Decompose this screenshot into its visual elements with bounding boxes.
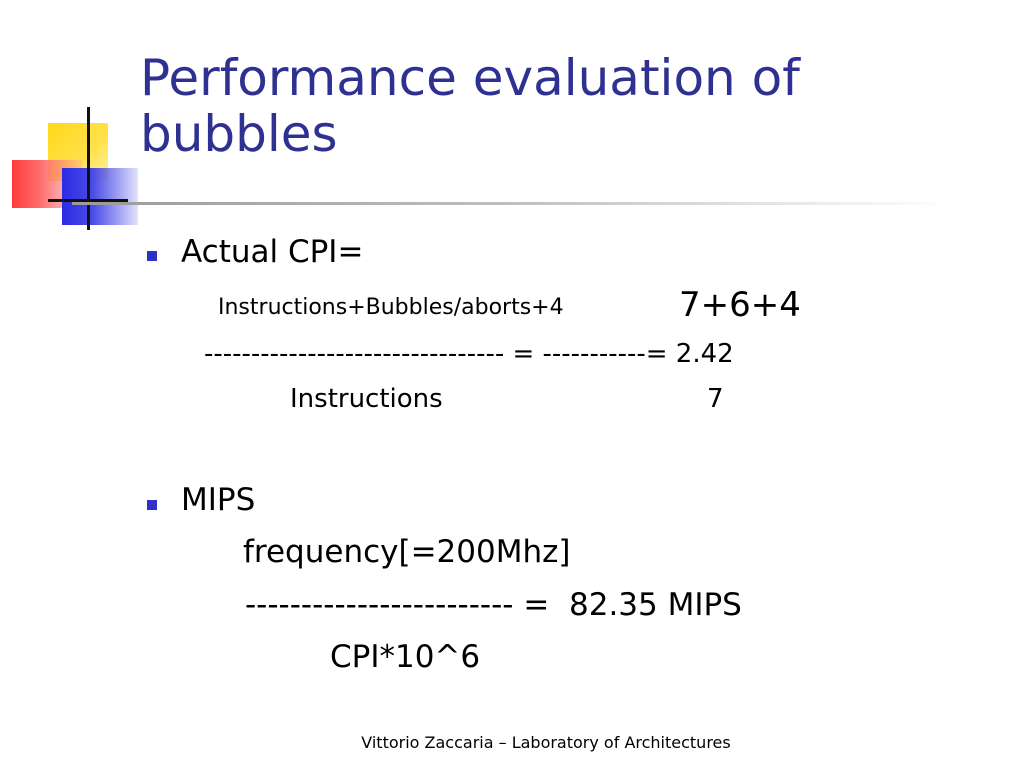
slide-title: Performance evaluation of bubbles	[140, 49, 800, 163]
cpi-numerator-numeric: 7+6+4	[679, 285, 801, 325]
cpi-denominator-numeric: 7	[707, 384, 724, 414]
bullet-label-cpi: Actual CPI=	[181, 234, 364, 270]
cpi-denominator-symbolic: Instructions	[290, 384, 443, 414]
mips-fraction-line: ------------------------ = 82.35 MIPS	[245, 587, 742, 623]
bullet-marker-cpi	[147, 251, 157, 261]
cpi-fraction-line: -------------------------------- = -----…	[204, 339, 734, 369]
title-divider	[72, 202, 952, 205]
bullet-marker-mips	[147, 500, 157, 510]
slide-logo	[0, 105, 145, 230]
logo-blue-square	[62, 168, 138, 225]
mips-numerator: frequency[=200Mhz]	[243, 534, 571, 570]
logo-horizontal-line	[48, 199, 128, 202]
slide-footer: Vittorio Zaccaria – Laboratory of Archit…	[361, 733, 731, 752]
bullet-label-mips: MIPS	[181, 482, 256, 518]
logo-vertical-line	[87, 107, 90, 230]
mips-denominator: CPI*10^6	[330, 639, 481, 675]
cpi-numerator-symbolic: Instructions+Bubbles/aborts+4	[218, 295, 564, 320]
